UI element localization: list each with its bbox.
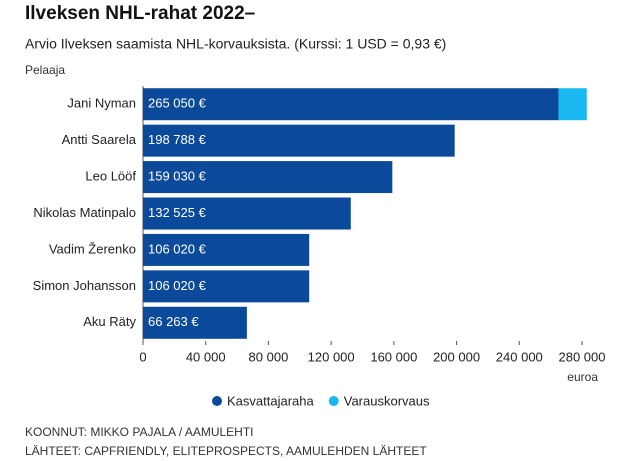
value-label: 132 525 € (148, 205, 207, 220)
y-tick-label: Jani Nyman (67, 96, 136, 111)
bar (143, 88, 559, 121)
x-tick-label: 200 000 (433, 349, 480, 364)
y-tick-label: Leo Lööf (85, 169, 136, 184)
legend-label: Varauskorvaus (344, 393, 430, 408)
value-label: 159 030 € (148, 169, 207, 184)
credits: KOONNUT: MIKKO PAJALA / AAMULEHTI (25, 425, 254, 439)
y-tick-label: Antti Saarela (62, 132, 137, 147)
x-tick-label: 80 000 (249, 349, 289, 364)
bar (143, 270, 310, 303)
value-label: 198 788 € (148, 132, 207, 147)
y-tick-label: Aku Räty (83, 314, 136, 329)
x-tick-label: 280 000 (559, 349, 606, 364)
x-tick-label: 0 (139, 349, 146, 364)
x-axis-title: euroa (567, 370, 598, 384)
bar (143, 306, 247, 339)
bar (558, 88, 587, 121)
x-tick-label: 120 000 (308, 349, 355, 364)
value-label: 106 020 € (148, 278, 207, 293)
legend-label: Kasvattajaraha (227, 393, 314, 408)
value-label: 106 020 € (148, 241, 207, 256)
bar (143, 197, 351, 230)
bar (143, 161, 393, 194)
y-tick-label: Nikolas Matinpalo (33, 205, 136, 220)
value-label: 66 263 € (148, 314, 199, 329)
bar (143, 233, 310, 266)
x-tick-label: 240 000 (496, 349, 543, 364)
chart-title: Ilveksen NHL-rahat 2022– (25, 3, 255, 24)
y-tick-label: Vadim Žerenko (49, 241, 136, 256)
x-tick-label: 40 000 (186, 349, 226, 364)
legend-marker (212, 396, 222, 406)
sources: LÄHTEET: CAPFRIENDLY, ELITEPROSPECTS, AA… (25, 444, 427, 458)
legend-marker (328, 396, 339, 406)
x-tick-label: 160 000 (370, 349, 417, 364)
value-label: 265 050 € (148, 96, 207, 111)
y-tick-label: Simon Johansson (33, 278, 136, 293)
y-axis-title: Pelaaja (25, 63, 65, 77)
bar (143, 124, 455, 157)
chart-subtitle: Arvio Ilveksen saamista NHL-korvauksista… (25, 36, 446, 52)
